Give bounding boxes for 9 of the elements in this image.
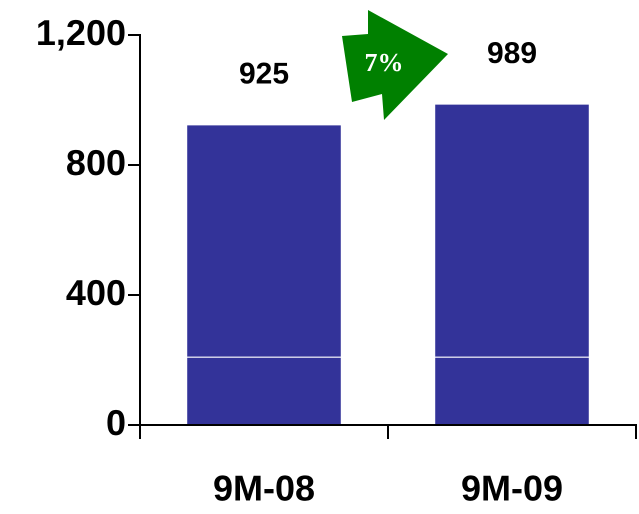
total-label: 925 xyxy=(238,58,290,91)
y-tick-label: 400 xyxy=(66,272,126,313)
x-tick-label: 9M-08 xyxy=(212,468,316,509)
y-tick-label: 0 xyxy=(106,402,126,443)
y-tick-label: 1,200 xyxy=(36,12,126,53)
total-label: 989 xyxy=(486,36,538,70)
annotation: 7% xyxy=(364,48,404,78)
y-tick-label: 800 xyxy=(66,142,126,183)
x-tick-label: 9M-09 xyxy=(460,468,564,509)
